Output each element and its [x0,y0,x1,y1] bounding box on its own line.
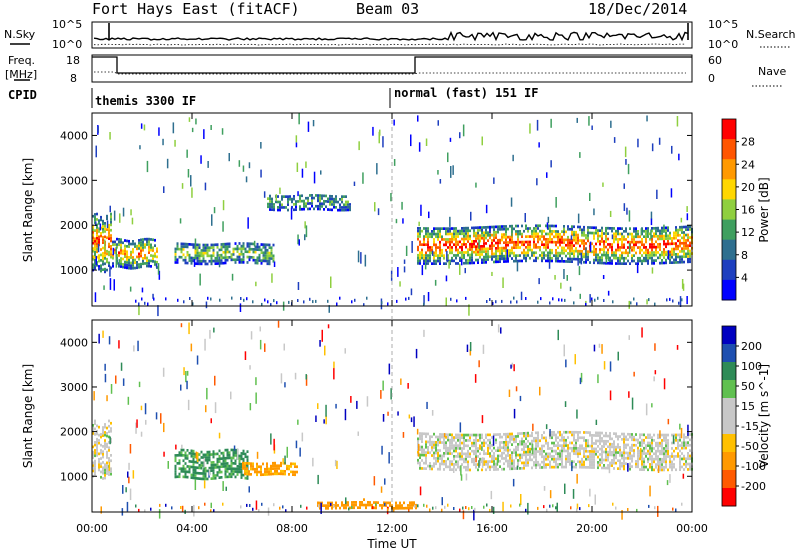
freq-label: Freq. [8,54,35,67]
y-tick-label: 4000 [60,129,88,142]
y-tick-label: 2000 [60,426,88,439]
nsearch-label: N.Search [746,28,796,41]
colorbar-tick-label: 15 [741,400,755,413]
date-label: 18/Dec/2014 [588,0,687,18]
colorbar-tick-label: 28 [741,136,755,149]
y-tick-label: 4000 [60,336,88,349]
x-tick-label: 00:00 [676,522,708,535]
beam-label: Beam 03 [356,0,419,18]
power-echoes [92,113,693,317]
velocity-colorbar-label: Velocity [m s^-1] [757,364,771,468]
power-panel: 1000 2000 3000 4000 Slant Range [km] 4 8 12 16… [21,112,771,317]
colorbar-tick-label: -15 [741,420,759,433]
velocity-colorbar: 200 100 50 15 -15 -50 -100 -200 [721,325,766,507]
nsearch-tick-top: 10^5 [708,18,738,31]
colorbar-segment [722,452,736,471]
colorbar-tick-label: 4 [741,271,748,284]
colorbar-tick-label: 24 [741,158,755,171]
freq-unit: [MHz] [5,68,37,81]
x-tick-label: 04:00 [176,522,208,535]
colorbar-tick-label: 12 [741,226,755,239]
colorbar-tick-label: 100 [741,360,762,373]
colorbar-segment [722,199,736,220]
nsky-tick-bottom: 10^0 [52,38,82,51]
nave-tick-bottom: 0 [708,72,715,85]
noise-traces [93,23,689,46]
nave-label: Nave [758,65,786,78]
x-tick-label: 12:00 [376,522,408,535]
colorbar-segment [722,470,736,489]
nave-tick-top: 60 [708,54,722,67]
freq-tick-bottom: 8 [70,72,77,85]
x-axis-label: Time UT [366,537,417,551]
colorbar-segment [722,139,736,160]
nave-trace [94,71,686,75]
cpid-label: CPID [8,88,37,102]
colorbar-tick-label: 16 [741,204,755,217]
x-tick-label: 20:00 [576,522,608,535]
colorbar-segment [722,416,736,435]
colorbar-segment [722,434,736,453]
x-axis-ticks: 00:00 04:00 08:00 12:00 16:00 20:00 00:00 [76,113,708,535]
y-tick-label: 3000 [60,381,88,394]
colorbar-tick-label: -200 [741,480,766,493]
colorbar-segment [722,179,736,200]
y-tick-label: 1000 [60,264,88,277]
velocity-y-label: Slant Range [km] [21,364,35,468]
freq-tick-top: 18 [66,54,80,67]
colorbar-segment [722,159,736,180]
cpid-mode-2: normal (fast) 151 IF [394,86,539,100]
colorbar-segment [722,239,736,261]
colorbar-tick-label: 200 [741,340,762,353]
colorbar-segment [722,344,736,363]
noise-strip: N.Sky 10^5 10^0 10^5 10^0 N.Search [4,18,796,51]
colorbar-tick-label: 8 [741,249,748,262]
power-colorbar: 4 8 12 16 20 24 28 [721,118,755,301]
colorbar-tick-label: -100 [741,460,766,473]
x-tick-label: 08:00 [276,522,308,535]
colorbar-segment [722,279,736,301]
x-tick-label: 16:00 [476,522,508,535]
colorbar-segment [722,380,736,399]
power-y-ticks: 1000 2000 3000 4000 [60,129,692,277]
freq-strip: Freq. [MHz] 18 8 60 0 Nave [5,54,786,87]
y-tick-label: 1000 [60,470,88,483]
colorbar-tick-label: -50 [741,440,759,453]
nsky-label: N.Sky [4,28,36,41]
colorbar-segment [722,219,736,241]
colorbar-tick-label: 20 [741,181,755,194]
colorbar-segment [722,119,736,140]
station-title: Fort Hays East (fitACF) [92,0,300,18]
power-y-label: Slant Range [km] [21,158,35,262]
x-tick-label: 00:00 [76,522,108,535]
nsearch-tick-bottom: 10^0 [708,38,738,51]
nsky-tick-top: 10^5 [52,18,82,31]
colorbar-segment [722,326,736,345]
colorbar-segment [722,398,736,417]
y-tick-label: 3000 [60,174,88,187]
velocity-echoes [92,320,693,521]
colorbar-segment [722,362,736,381]
velocity-panel: 1000 2000 3000 4000 Slant Range [km] 200 100… [21,319,771,521]
colorbar-tick-label: 50 [741,380,755,393]
y-tick-label: 2000 [60,219,88,232]
cpid-mode-1: themis 3300 IF [95,94,196,108]
colorbar-segment [722,259,736,281]
colorbar-segment [722,488,736,507]
velocity-y-ticks: 1000 2000 3000 4000 [60,336,692,483]
power-colorbar-label: Power [dB] [757,177,771,242]
